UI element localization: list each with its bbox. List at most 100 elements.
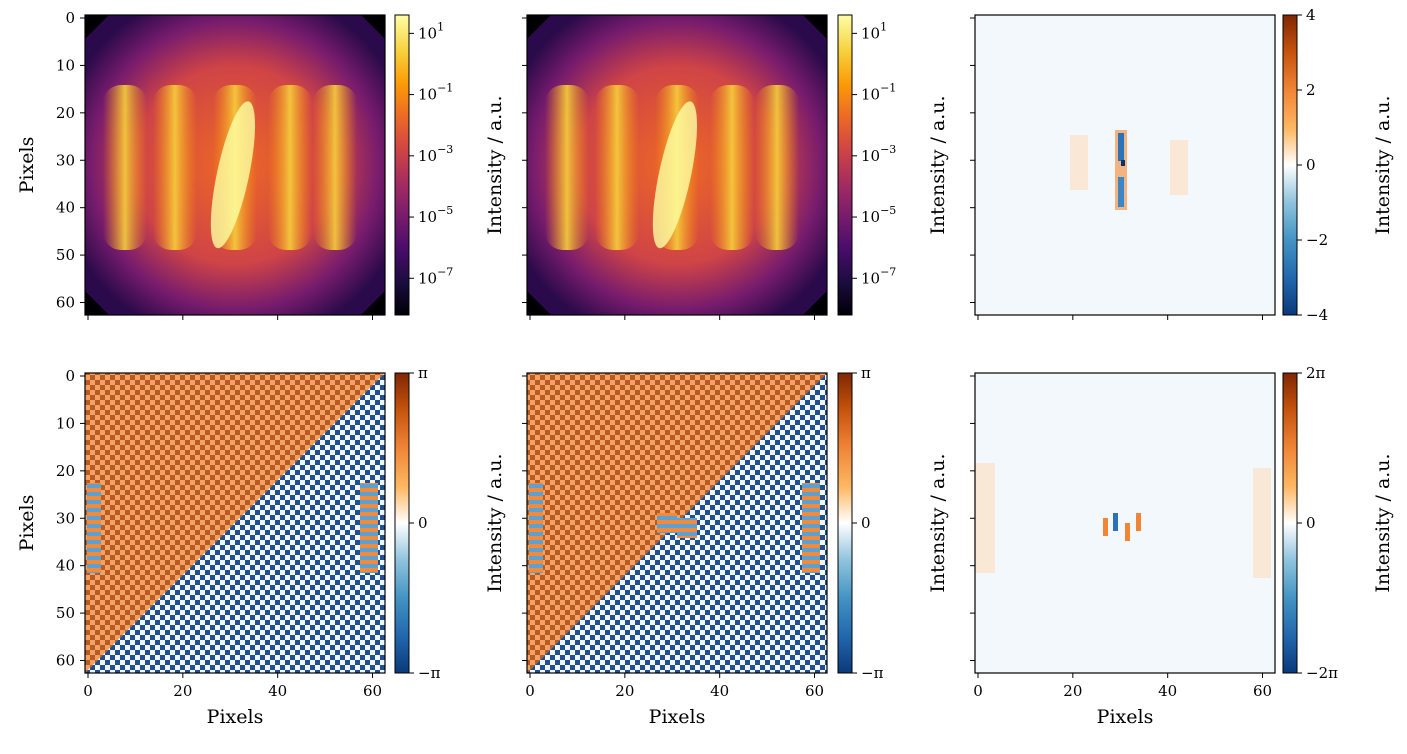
phase-stripes-left [529,483,543,573]
x-axis-label: Pixels [1097,706,1154,728]
colorbar-tick-label: 10−5 [861,204,896,227]
panel-phase-reconstructed: 0 20 40 60 Pixels π 0 −π Intensity / a.u. [522,364,949,728]
colorbar-tick-exponent: −1 [880,81,896,94]
phase-stripes-center [657,513,677,533]
phase-region-negative [85,373,385,673]
y-tick-label: 50 [56,604,75,622]
axes-frame [974,372,1276,674]
colorbar-tick-label: 10−3 [861,142,896,165]
intensity-peak [210,101,256,249]
phase-stripes-left [87,483,101,573]
colorbar-label: Intensity / a.u. [1372,95,1394,234]
colorbar-label: Intensity / a.u. [927,95,949,234]
difference-cluster [1118,177,1124,207]
colorbar-tick-exponent: −7 [880,265,896,278]
colorbar-tick-label: −2 [1306,231,1328,249]
difference-cluster [975,463,995,573]
y-tick-label: 0 [65,367,75,385]
colorbar-tick-label: 10−3 [418,142,453,165]
corner-mask [527,291,551,315]
y-tick-label: 20 [56,462,75,480]
y-tick-label: 30 [56,151,75,169]
difference-cluster [1118,133,1124,161]
corner-mask [85,291,109,315]
phase-stripes-right [802,483,820,573]
colorbar-label: Intensity / a.u. [1372,453,1394,592]
intensity-fringe [710,85,754,250]
intensity-fringe [268,85,312,250]
y-axis-label: Pixels [16,137,38,194]
panel-intensity-difference: 4 2 0 −2 −4 Intensity / a.u. [970,6,1394,324]
y-tick-label: 0 [65,9,75,27]
axes-frame [974,14,1276,316]
y-tick-label: 60 [56,294,75,312]
x-tick-label: 60 [805,682,824,700]
intensity-fringe [103,85,147,250]
colorbar [394,14,410,316]
y-tick-label: 40 [56,199,75,217]
panel-intensity-log: 0 10 20 30 40 50 60 Pixels 101 10−1 10−3 10−5 10−7 In… [16,9,506,320]
x-tick-label: 0 [973,682,983,700]
colorbar-tick-exponent: −3 [437,142,453,155]
intensity-fringe [313,85,357,250]
colorbar-tick-label: π [861,364,871,382]
y-tick-label: 40 [56,557,75,575]
y-tick-label: 50 [56,246,75,264]
axes-frame [84,14,386,316]
colorbar-tick-exponent: 1 [880,20,887,33]
x-tick-label: 0 [83,682,93,700]
phase-stripes-right [360,483,378,573]
colorbar-tick-label: −2π [1306,664,1338,682]
x-tick-label: 60 [363,682,382,700]
y-axis-label: Pixels [16,495,38,552]
panel-phase-difference: 0 20 40 60 Pixels 2π 0 −2π Intensity / a.u. [970,364,1394,728]
difference-cluster [1170,140,1188,195]
colorbar [837,372,853,674]
colorbar-tick-label: 2π [1306,364,1326,382]
x-tick-label: 40 [1158,682,1177,700]
difference-pixel [1136,513,1141,531]
axes-frame [526,14,828,316]
panel-intensity-log-reconstructed: 101 10−1 10−3 10−5 10−7 Intensity / a.u. [522,14,949,320]
colorbar-tick-label: −π [418,664,441,682]
corner-mask [361,291,385,315]
corner-mask [803,291,827,315]
colorbar-tick-label: 4 [1306,6,1316,24]
colorbar-tick-label: 10−1 [418,81,453,104]
intensity-fringe [153,85,197,250]
colorbar-tick-exponent: −5 [880,204,896,217]
difference-pixel [1113,513,1118,531]
x-tick-label: 20 [1063,682,1082,700]
colorbar-tick-label: 101 [861,20,887,43]
difference-cluster [1070,135,1088,190]
axes-frame [84,372,386,674]
x-tick-label: 0 [525,682,535,700]
colorbar-label: Intensity / a.u. [927,453,949,592]
colorbar-tick-exponent: −5 [437,204,453,217]
corner-mask [527,15,551,39]
colorbar-tick-label: −4 [1306,306,1328,324]
x-axis-label: Pixels [649,706,706,728]
colorbar-tick-label: π [418,364,428,382]
colorbar-tick-label: 10−1 [861,81,896,104]
x-tick-label: 40 [710,682,729,700]
y-tick-label: 60 [56,652,75,670]
colorbar-tick-label: 0 [861,514,871,532]
phase-stripes-center [677,518,697,538]
y-tick-label: 10 [56,414,75,432]
panel-phase: 0 10 20 30 40 50 60 0 20 40 60 Pixels Pixels π 0 −π Inte… [16,364,506,728]
x-tick-label: 20 [173,682,192,700]
y-tick-label: 10 [56,56,75,74]
colorbar-tick-label: 0 [1306,156,1316,174]
y-tick-label: 30 [56,509,75,527]
colorbar-tick-exponent: −3 [880,142,896,155]
colorbar-tick-label: 2 [1306,81,1316,99]
intensity-peak [652,101,698,249]
difference-pixel [1103,518,1108,536]
colorbar-tick-label: 101 [418,20,444,43]
corner-mask [85,15,109,39]
intensity-fringe [755,85,799,250]
colorbar [394,372,410,674]
x-axis-label: Pixels [207,706,264,728]
